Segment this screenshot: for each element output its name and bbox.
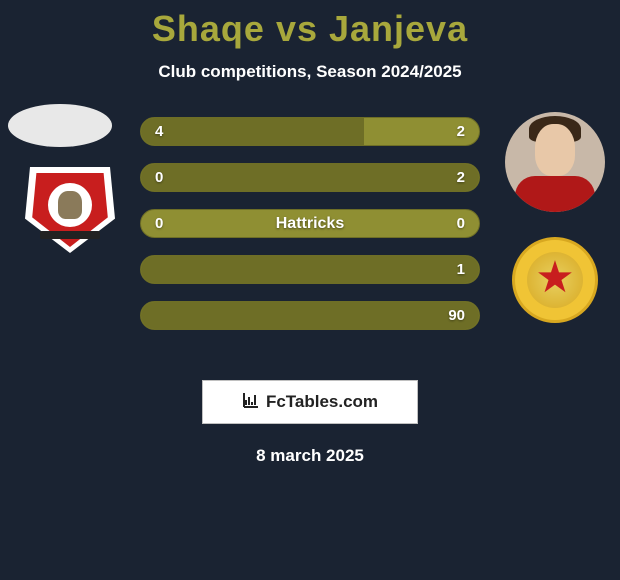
partizani-badge-icon: ★ bbox=[505, 237, 605, 323]
stat-value-right: 2 bbox=[457, 123, 465, 140]
skenderbeu-shield-icon bbox=[20, 167, 120, 253]
bar-fill-right bbox=[141, 256, 479, 283]
stat-row: Min per goal90 bbox=[140, 301, 480, 330]
subtitle: Club competitions, Season 2024/2025 bbox=[0, 62, 620, 82]
stat-bars: 4Matches20Goals20Hattricks0Goals per mat… bbox=[140, 117, 480, 347]
comparison-panel: ★ 4Matches20Goals20Hattricks0Goals per m… bbox=[0, 112, 620, 362]
stat-row: 0Goals2 bbox=[140, 163, 480, 192]
watermark: FcTables.com bbox=[202, 380, 418, 424]
stat-value-left: 4 bbox=[155, 123, 163, 140]
stat-row: Goals per match1 bbox=[140, 255, 480, 284]
bar-fill-right bbox=[141, 164, 479, 191]
watermark-text: FcTables.com bbox=[266, 392, 378, 412]
stat-value-right: 0 bbox=[457, 215, 465, 232]
right-club-badge: ★ bbox=[505, 237, 605, 323]
bar-fill-right bbox=[141, 302, 479, 329]
right-player-avatar bbox=[505, 112, 605, 212]
bar-fill-left bbox=[141, 118, 364, 145]
chart-icon bbox=[242, 391, 260, 414]
stat-value-right: 2 bbox=[457, 169, 465, 186]
stat-value-left: 0 bbox=[155, 169, 163, 186]
page-title: Shaqe vs Janjeva bbox=[0, 0, 620, 50]
stat-value-right: 1 bbox=[457, 261, 465, 278]
left-club-badge bbox=[20, 167, 120, 253]
left-player-avatar bbox=[8, 104, 112, 147]
stat-value-right: 90 bbox=[448, 307, 465, 324]
stat-row: 4Matches2 bbox=[140, 117, 480, 146]
stat-row: 0Hattricks0 bbox=[140, 209, 480, 238]
stat-value-left: 0 bbox=[155, 215, 163, 232]
stat-label: Hattricks bbox=[141, 215, 479, 233]
date-label: 8 march 2025 bbox=[0, 446, 620, 466]
